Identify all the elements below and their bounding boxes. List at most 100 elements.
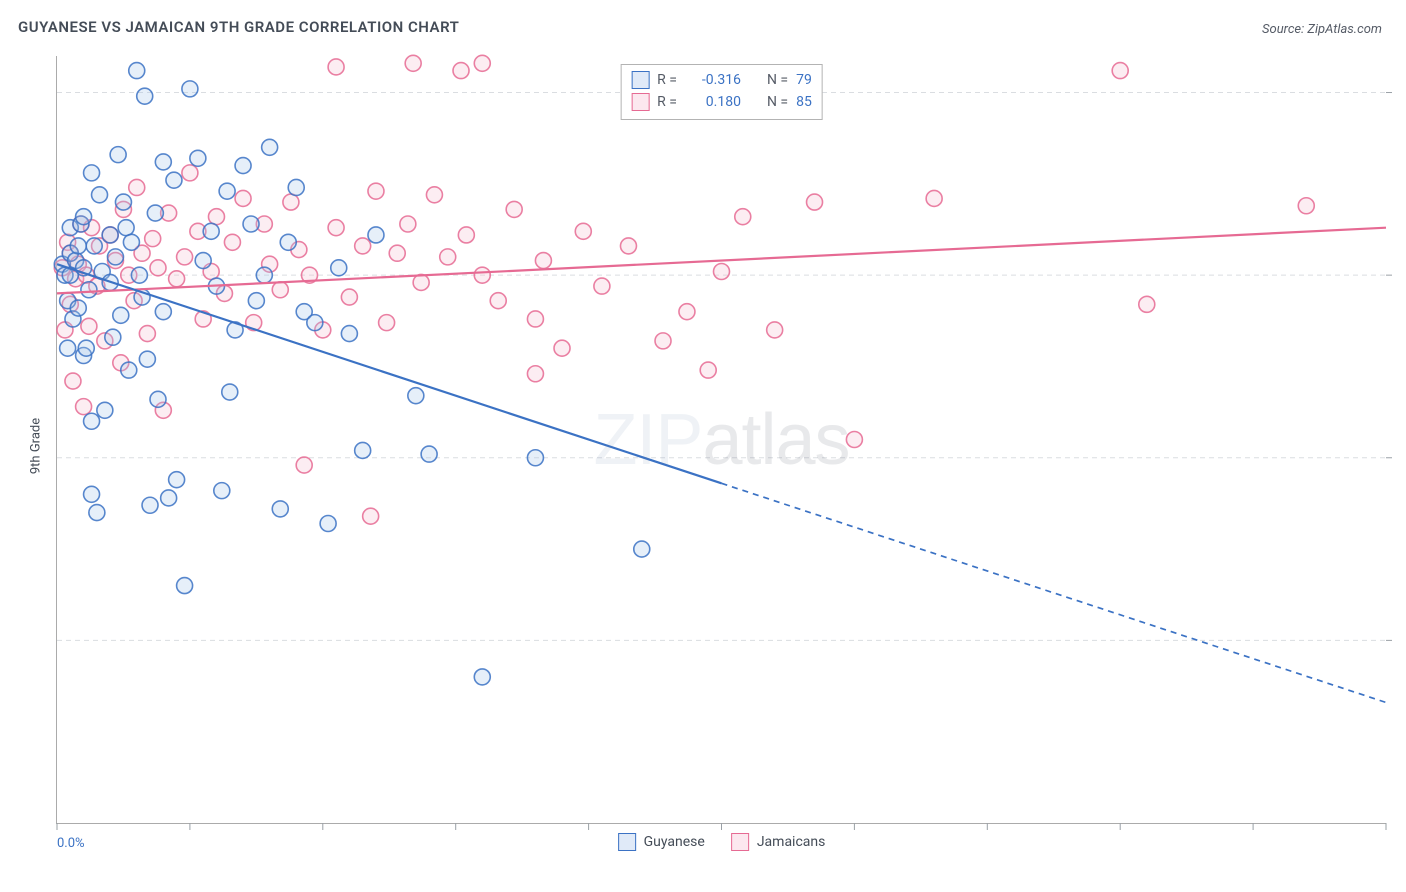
guyanese-point (92, 187, 108, 203)
jamaicans-trendline (57, 228, 1386, 294)
jamaicans-point (679, 304, 695, 320)
legend-R-value: 0.180 (685, 91, 741, 113)
legend-stats-row: R =0.180N =85 (631, 91, 812, 113)
jamaicans-point (169, 271, 185, 287)
legend-series-item: Jamaicans (731, 833, 826, 851)
jamaicans-point (575, 223, 591, 239)
chart-title: GUYANESE VS JAMAICAN 9TH GRADE CORRELATI… (18, 18, 459, 36)
jamaicans-point (1298, 198, 1314, 214)
jamaicans-point (65, 373, 81, 389)
jamaicans-point (296, 457, 312, 473)
jamaicans-point (389, 245, 405, 261)
guyanese-point (169, 472, 185, 488)
jamaicans-point (426, 187, 442, 203)
jamaicans-point (490, 293, 506, 309)
legend-stats-row: R =-0.316N =79 (631, 69, 812, 91)
guyanese-point (368, 227, 384, 243)
guyanese-trendline-extrapolated (722, 483, 1387, 702)
guyanese-point (121, 362, 137, 378)
jamaicans-point (506, 201, 522, 217)
guyanese-point (248, 293, 264, 309)
guyanese-point (166, 172, 182, 188)
guyanese-trendline (57, 264, 722, 483)
jamaicans-point (474, 55, 490, 71)
jamaicans-point (767, 322, 783, 338)
guyanese-point (203, 223, 219, 239)
guyanese-point (214, 483, 230, 499)
jamaicans-point (594, 278, 610, 294)
legend-R-label: R = (657, 69, 677, 91)
legend-N-value: 85 (796, 91, 812, 113)
jamaicans-point (355, 238, 371, 254)
guyanese-point (76, 209, 92, 225)
guyanese-point (331, 260, 347, 276)
jamaicans-point (926, 190, 942, 206)
guyanese-point (190, 150, 206, 166)
jamaicans-point (150, 260, 166, 276)
legend-series-label: Jamaicans (757, 834, 826, 850)
legend-swatch (731, 833, 749, 851)
guyanese-point (195, 253, 211, 269)
jamaicans-point (1112, 63, 1128, 79)
chart-svg (57, 56, 1386, 823)
guyanese-point (123, 234, 139, 250)
jamaicans-point (846, 432, 862, 448)
guyanese-point (110, 147, 126, 163)
guyanese-point (527, 450, 543, 466)
guyanese-point (60, 340, 76, 356)
guyanese-point (84, 413, 100, 429)
guyanese-point (634, 541, 650, 557)
guyanese-point (84, 486, 100, 502)
jamaicans-point (655, 333, 671, 349)
guyanese-point (105, 329, 121, 345)
guyanese-point (262, 139, 278, 155)
jamaicans-point (328, 59, 344, 75)
jamaicans-point (224, 234, 240, 250)
jamaicans-point (341, 289, 357, 305)
jamaicans-point (283, 194, 299, 210)
legend-series-item: Guyanese (618, 833, 705, 851)
guyanese-point (177, 578, 193, 594)
jamaicans-point (76, 399, 92, 415)
guyanese-point (118, 220, 134, 236)
guyanese-point (288, 179, 304, 195)
jamaicans-point (700, 362, 716, 378)
jamaicans-point (272, 282, 288, 298)
legend-R-value: -0.316 (685, 69, 741, 91)
jamaicans-point (527, 366, 543, 382)
jamaicans-point (620, 238, 636, 254)
guyanese-point (272, 501, 288, 517)
legend-N-label: N = (767, 69, 788, 91)
guyanese-point (243, 216, 259, 232)
guyanese-point (142, 497, 158, 513)
jamaicans-point (81, 318, 97, 334)
guyanese-point (70, 300, 86, 316)
legend-series: Guyanese Jamaicans (618, 833, 826, 851)
jamaicans-point (139, 326, 155, 342)
guyanese-point (89, 505, 105, 521)
jamaicans-point (208, 209, 224, 225)
source-attribution: Source: ZipAtlas.com (1262, 22, 1382, 37)
guyanese-point (131, 267, 147, 283)
guyanese-point (280, 234, 296, 250)
jamaicans-point (807, 194, 823, 210)
guyanese-point (86, 238, 102, 254)
jamaicans-point (129, 179, 145, 195)
guyanese-point (97, 402, 113, 418)
guyanese-point (137, 88, 153, 104)
jamaicans-point (177, 249, 193, 265)
guyanese-point (147, 205, 163, 221)
jamaicans-point (235, 190, 251, 206)
guyanese-point (355, 442, 371, 458)
guyanese-point (421, 446, 437, 462)
jamaicans-point (1139, 296, 1155, 312)
jamaicans-point (474, 267, 490, 283)
guyanese-point (182, 81, 198, 97)
jamaicans-point (182, 165, 198, 181)
y-axis-label: 9th Grade (29, 418, 44, 474)
jamaicans-point (453, 63, 469, 79)
jamaicans-point (527, 311, 543, 327)
legend-stats: R =-0.316N =79R =0.180N =85 (620, 64, 823, 120)
jamaicans-point (458, 227, 474, 243)
guyanese-point (341, 326, 357, 342)
